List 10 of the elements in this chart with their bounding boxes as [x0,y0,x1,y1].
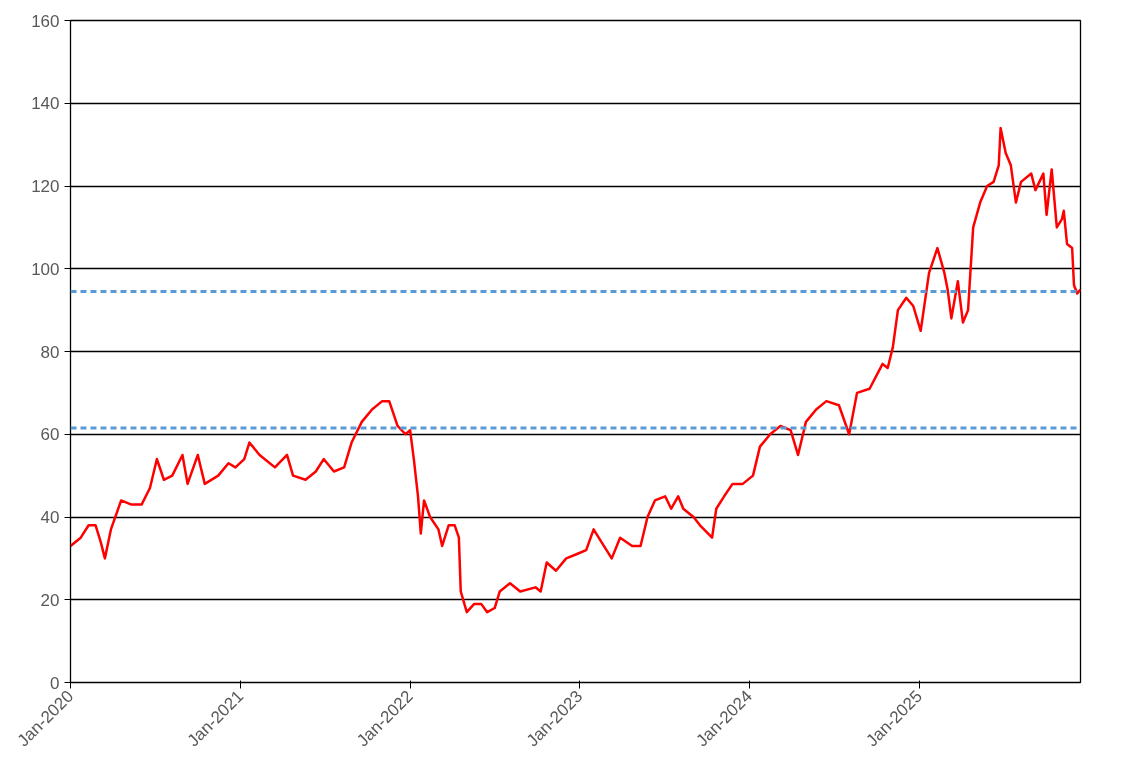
y-tick-label: 160 [31,11,60,31]
y-tick-label: 20 [40,590,60,610]
y-tick-label: 0 [50,673,60,693]
line-series [70,126,1081,614]
y-tick-label: 40 [40,508,60,527]
y-tick-label: 80 [40,342,60,362]
y-tick-label: 120 [31,177,60,196]
y-tick-label: 100 [31,259,60,279]
y-tick-label: 60 [40,425,60,445]
y-tick-label: 140 [31,94,60,114]
